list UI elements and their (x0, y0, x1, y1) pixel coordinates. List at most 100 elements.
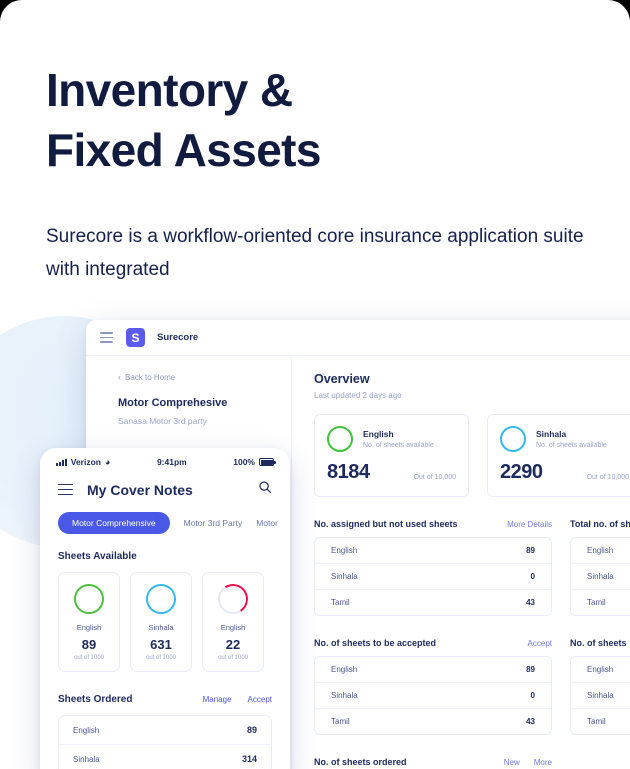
table-row: Sinhala (571, 683, 630, 709)
table-row-label: English (587, 546, 614, 555)
overview-card-footer: 2290 Out of 10,000 (500, 461, 629, 484)
progress-ring-icon (215, 581, 251, 617)
accept-link[interactable]: Accept (247, 695, 272, 704)
table-row: Tamil (571, 590, 630, 615)
surecore-logo-icon: S (126, 328, 145, 347)
table-title: Total no. of sh (570, 519, 630, 529)
table-row-value: 314 (241, 754, 257, 764)
table-row: Sinhala 0 (315, 683, 551, 709)
table-body: English Sinhala Tamil (570, 656, 630, 735)
overview-card-description: No. of sheets available (363, 442, 434, 449)
sheets-ordered-title: Sheets Ordered (58, 694, 133, 705)
overview-card-header: English No. of sheets available (327, 426, 456, 452)
tab-motor-3rd-party[interactable]: Motor 3rd Party (183, 518, 243, 528)
table-row: English 89 (315, 538, 551, 564)
table-row-label: Tamil (587, 717, 606, 726)
table-actions: More Details (507, 520, 552, 529)
menu-icon[interactable] (100, 332, 113, 343)
phone-header: My Cover Notes (40, 471, 290, 499)
ordered-header: No. of sheets ordered New More (314, 757, 552, 767)
sidebar-product-title: Motor Comprehesive (118, 397, 228, 409)
page-title-line-1: Inventory & (46, 64, 293, 116)
wifi-icon: ◕ (104, 457, 111, 467)
sheet-card-value: 22 (225, 637, 241, 652)
table-row: Sinhala 314 (59, 745, 271, 769)
table-row-value: 43 (526, 717, 535, 726)
table-row: Tamil 43 (315, 590, 551, 615)
table-row: Tamil 43 (315, 709, 551, 734)
sheets-available-title: Sheets Available (58, 551, 137, 562)
sidebar-product-subtitle: Sanasa Motor 3rd party (118, 416, 207, 426)
table-row: English (571, 538, 630, 564)
hero-section: Inventory & Fixed Assets Surecore is a w… (46, 60, 586, 286)
page-subtitle: Surecore is a workflow-oriented core ins… (46, 226, 584, 280)
sheet-card[interactable]: English 89 out of 1000 (58, 572, 120, 672)
sheet-card-outof: out of 1000 (217, 655, 249, 661)
sheet-card[interactable]: English 22 out of 1000 (202, 572, 264, 672)
table-row-value: 89 (526, 665, 535, 674)
table-header: No. of sheets to be accepted Accept (314, 638, 552, 648)
table-row: English 89 (59, 716, 271, 745)
table-title: No. of sheets to be accepted (314, 638, 437, 648)
accept-link[interactable]: Accept (527, 638, 552, 648)
overview-card-header: Sinhala No. of sheets available (500, 426, 629, 452)
tables-row-1: No. assigned but not used sheets More De… (314, 519, 630, 616)
status-bar-time: 9:41pm (156, 457, 187, 467)
overview-card-language: English (363, 429, 394, 439)
more-link[interactable]: More (533, 757, 552, 767)
table-row-label: Sinhala (73, 754, 100, 764)
tab-motor-comprehensive[interactable]: Motor Comprehensive (58, 512, 170, 534)
table-row-value: 0 (530, 691, 535, 700)
table-row-label: Sinhala (587, 572, 614, 581)
back-to-home-link[interactable]: ‹ Back to Home (118, 372, 273, 382)
sheets-ordered-actions: Manage Accept (203, 695, 272, 704)
overview-card-outof: Out of 10,000 (413, 474, 456, 481)
ordered-actions: New More (504, 758, 552, 767)
overview-card[interactable]: English No. of sheets available 8184 Out… (314, 414, 469, 497)
status-bar-right: 100% (233, 457, 276, 467)
chevron-left-icon: ‹ (118, 372, 121, 382)
table-body: English 89 Sinhala 0 Tamil 43 (314, 656, 552, 735)
progress-ring-icon (500, 426, 526, 452)
table-block: Total no. of sh English Sinhala (570, 519, 630, 616)
desktop-main-content: Overview Last updated 2 days ago English… (292, 356, 630, 769)
table-row-label: Tamil (587, 598, 606, 607)
search-icon[interactable] (258, 480, 272, 499)
tab-motor[interactable]: Motor (256, 518, 278, 528)
table-row-value: 89 (526, 546, 535, 555)
phone-status-bar: Verizon ◕ 9:41pm 100% (40, 448, 290, 471)
manage-link[interactable]: Manage (202, 695, 232, 704)
sheet-card-outof: out of 1000 (145, 655, 177, 661)
sheet-card[interactable]: Sinhala 631 out of 1000 (130, 572, 192, 672)
table-header: Total no. of sh (570, 519, 630, 529)
sheet-card-language: Sinhala (148, 623, 174, 632)
table-row-label: Sinhala (331, 572, 358, 581)
progress-ring-icon (146, 584, 176, 614)
table-title: No. assigned but not used sheets (314, 519, 458, 529)
overview-subtitle: Last updated 2 days ago (314, 391, 402, 400)
more-details-link[interactable]: More Details (507, 519, 552, 529)
table-block: No. of sheets English Sinhala (570, 638, 630, 735)
table-header: No. assigned but not used sheets More De… (314, 519, 552, 529)
table-row-label: Tamil (331, 598, 350, 607)
sheet-card-value: 89 (81, 637, 97, 652)
carrier-label: Verizon (70, 457, 101, 467)
table-row: Tamil (571, 709, 630, 734)
desktop-topbar: S Surecore Las (86, 320, 630, 356)
table-row-label: English (587, 665, 614, 674)
progress-ring-icon (74, 584, 104, 614)
new-link[interactable]: New (503, 757, 520, 767)
table-row-label: Sinhala (587, 691, 614, 700)
progress-ring-icon (327, 426, 353, 452)
signal-icon (56, 458, 67, 466)
sheet-card-value: 631 (150, 637, 172, 652)
table-body: English 89 Sinhala 0 Tamil 43 (314, 537, 552, 616)
phone-page-title: My Cover Notes (87, 481, 193, 498)
table-title: No. of sheets (570, 638, 627, 648)
overview-card[interactable]: Sinhala No. of sheets available 2290 Out… (487, 414, 630, 497)
table-row: English 89 (315, 657, 551, 683)
phone-mockup: Verizon ◕ 9:41pm 100% My Cover Notes Mot… (40, 448, 290, 769)
back-to-home-label: Back to Home (125, 372, 176, 382)
phone-menu-icon[interactable] (58, 483, 73, 496)
table-row-label: Sinhala (331, 691, 358, 700)
